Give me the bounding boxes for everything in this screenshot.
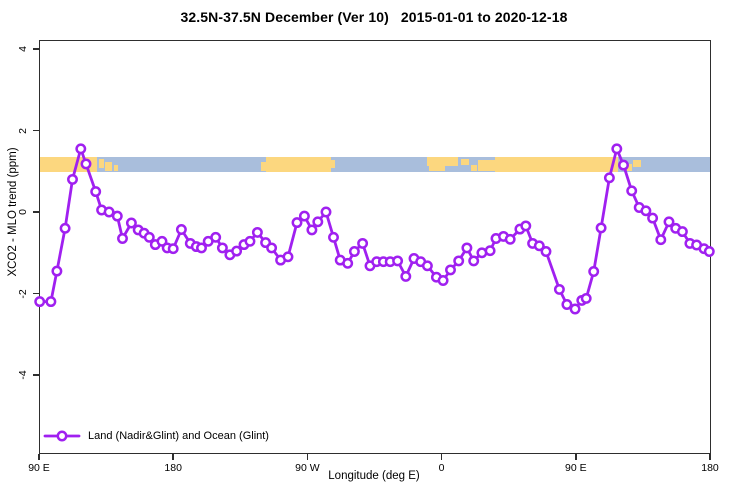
x-tick-label: 90 E [28,462,50,474]
x-tick-label: 0 [438,462,445,474]
y-axis-label: XCO2 - MLO trend (ppm) [7,147,19,277]
x-tick-label: 90 W [295,462,320,474]
legend: Land (Nadir&Glint) and Ocean (Glint) [43,429,269,443]
y-tick-label: 4 [17,46,29,52]
y-tick-mark [33,374,39,376]
legend-label: Land (Nadir&Glint) and Ocean (Glint) [88,430,269,442]
plot-box [39,40,711,454]
chart-title: 32.5N-37.5N December (Ver 10) 2015-01-01… [180,9,568,25]
x-axis-label: Longitude (deg E) [328,470,420,482]
y-tick-mark [33,292,39,295]
x-tick-mark [440,454,443,460]
x-tick-label: 180 [164,462,182,474]
y-tick-label: 2 [17,127,29,134]
y-tick-mark [33,48,39,50]
y-tick-mark [33,129,39,132]
x-tick-mark [306,454,309,460]
legend-line-marker-icon [43,430,81,442]
x-tick-mark [38,454,40,460]
x-tick-label: 90 E [564,462,587,474]
x-tick-mark [709,454,711,460]
x-tick-mark [172,454,174,460]
y-tick-label: -4 [17,370,29,380]
y-tick-label: -2 [17,288,29,299]
x-tick-label: 180 [701,462,719,474]
x-tick-mark [575,454,577,460]
y-tick-mark [33,211,39,213]
